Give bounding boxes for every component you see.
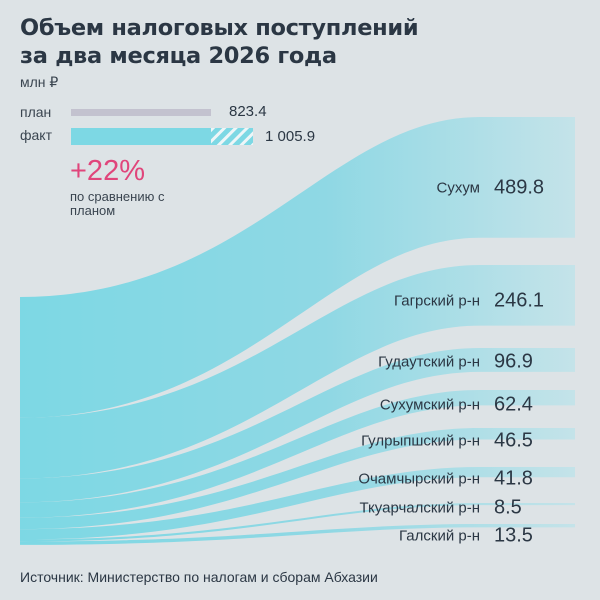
fact-label: факт — [20, 127, 52, 143]
fact-excess-hatch — [211, 128, 253, 145]
category-label: Ткуарчалский р-н — [359, 499, 480, 517]
plan-label: план — [20, 104, 52, 120]
sankey-band — [20, 265, 575, 479]
value-label: 41.8 — [494, 467, 533, 490]
value-label: 46.5 — [494, 429, 533, 452]
sankey-band — [20, 348, 575, 503]
sankey-band — [20, 467, 575, 540]
category-label: Сухум — [436, 179, 480, 197]
category-label: Сухумский р-н — [379, 396, 480, 414]
value-label: 13.5 — [494, 524, 533, 547]
source-note: Источник: Министерство по налогам и сбор… — [20, 569, 378, 585]
sankey-band — [20, 390, 575, 518]
unit-label: млн ₽ — [20, 74, 59, 90]
plan-value: 823.4 — [229, 103, 267, 120]
title-line-1: Объем налоговых поступлений — [20, 15, 419, 41]
sankey-band — [20, 117, 575, 418]
comparison-note-line-2: планом — [70, 203, 116, 218]
comparison-percent: +22% — [70, 155, 145, 187]
category-label: Галский р-н — [399, 527, 480, 545]
page-title: Объем налоговых поступлений за два месяц… — [20, 14, 419, 70]
comparison-note: по сравнению с планом — [70, 190, 164, 218]
value-label: 96.9 — [494, 350, 533, 373]
category-label: Гулрыпшский р-н — [361, 432, 480, 450]
fact-bar — [71, 128, 211, 145]
comparison-note-line-1: по сравнению с — [70, 189, 165, 204]
sankey-band — [20, 524, 575, 545]
category-label: Гагрский р-н — [393, 292, 480, 310]
value-label: 246.1 — [494, 289, 545, 312]
title-line-2: за два месяца 2026 года — [20, 43, 337, 69]
value-label: 62.4 — [494, 393, 533, 416]
value-label: 489.8 — [494, 176, 545, 199]
plan-bar — [71, 109, 211, 116]
value-label: 8.5 — [494, 496, 522, 519]
category-label: Очамчырский р-н — [358, 470, 480, 488]
fact-value: 1 005.9 — [265, 128, 316, 145]
category-label: Гудаутский р-н — [378, 353, 480, 371]
sankey-band — [20, 428, 575, 530]
